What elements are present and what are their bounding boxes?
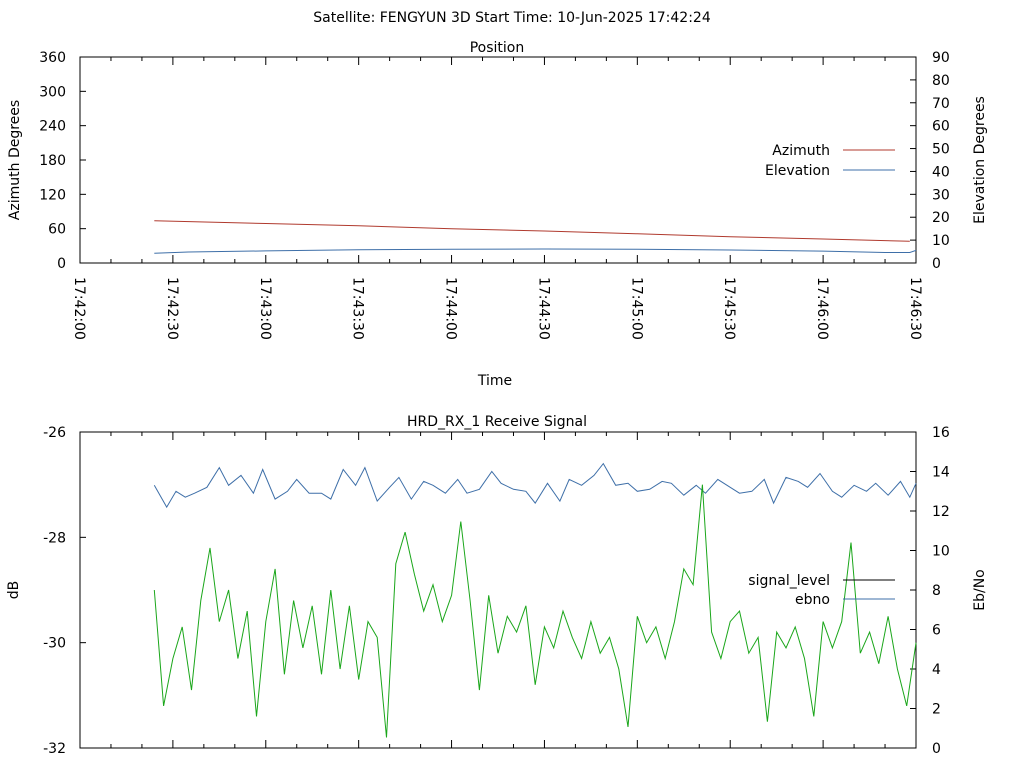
- time-tick-label: 17:43:00: [257, 277, 273, 340]
- time-tick-label: 17:42:30: [164, 277, 180, 340]
- time-tick-label: 17:43:30: [350, 277, 366, 340]
- azimuth-tick-label: 300: [39, 84, 66, 100]
- azimuth-tick-label: 120: [39, 187, 66, 203]
- elevation-tick-label: 10: [932, 233, 950, 249]
- elevation-tick-label: 30: [932, 187, 950, 203]
- legend-label: signal_level: [748, 573, 830, 589]
- elevation-tick-label: 60: [932, 119, 950, 135]
- azimuth-tick-label: 0: [57, 256, 66, 272]
- time-tick-label: 17:46:30: [907, 277, 923, 340]
- position-left-ticks: 0 60 120 180 240 300 360: [39, 50, 86, 272]
- ebno-tick-label: 10: [932, 544, 950, 560]
- azimuth-axis-label: Azimuth Degrees: [7, 100, 23, 220]
- elevation-tick-label: 90: [932, 50, 950, 66]
- green-signal-line: [153, 484, 917, 738]
- ebno-tick-label: 6: [932, 623, 941, 639]
- elevation-axis-label: Elevation Degrees: [972, 96, 988, 224]
- report-title: Satellite: FENGYUN 3D Start Time: 10-Jun…: [313, 10, 711, 26]
- db-axis-label: dB: [6, 581, 22, 600]
- time-tick-label: 17:45:00: [628, 277, 644, 340]
- position-series: [154, 220, 917, 254]
- time-tick-label: 17:44:00: [443, 277, 459, 340]
- db-tick-label: -32: [43, 741, 66, 757]
- time-axis-label: Time: [477, 373, 512, 389]
- legend-label: Azimuth: [772, 143, 830, 159]
- ebno-tick-label: 16: [932, 425, 950, 441]
- position-right-ticks: 0 10 20 30 40 50 60 70 80 90: [910, 50, 950, 272]
- db-tick-label: -28: [43, 530, 66, 546]
- azimuth-tick-label: 360: [39, 50, 66, 66]
- position-legend: Azimuth Elevation: [765, 143, 895, 179]
- elevation-tick-label: 40: [932, 164, 950, 180]
- signal-title: HRD_RX_1 Receive Signal: [407, 414, 587, 430]
- ebno-tick-label: 8: [932, 583, 941, 599]
- ebno-tick-label: 14: [932, 465, 950, 481]
- signal-time-ticks: [79, 432, 917, 748]
- position-plot-frame: [79, 56, 917, 264]
- time-tick-label: 17:46:00: [814, 277, 830, 340]
- ebno-tick-label: 0: [932, 741, 941, 757]
- legend-label: Elevation: [765, 163, 830, 179]
- azimuth-tick-label: 180: [39, 153, 66, 169]
- azimuth-tick-label: 240: [39, 119, 66, 135]
- elevation-tick-label: 20: [932, 210, 950, 226]
- db-tick-label: -30: [43, 636, 66, 652]
- ebno-axis-label: Eb/No: [972, 569, 988, 611]
- elevation-tick-label: 70: [932, 96, 950, 112]
- elevation-tick-label: 80: [932, 73, 950, 89]
- signal-series: [153, 462, 917, 738]
- azimuth-tick-label: 60: [48, 222, 66, 238]
- ebno-tick-label: 12: [932, 504, 950, 520]
- time-tick-label: 17:44:30: [535, 277, 551, 340]
- legend-label: ebno: [795, 592, 830, 608]
- ebno-tick-label: 2: [932, 702, 941, 718]
- position-time-ticks: 17:42:00 17:42:30 17:43:00 17:43:30 17:44:00…: [71, 57, 923, 340]
- ebno-tick-label: 4: [932, 662, 941, 678]
- signal-right-ticks: 0 2 4 6 8 10 12 14 16: [910, 425, 950, 757]
- ebno-line: [153, 462, 917, 509]
- time-tick-label: 17:45:30: [721, 277, 737, 340]
- elevation-tick-label: 50: [932, 142, 950, 158]
- db-tick-label: -26: [43, 425, 66, 441]
- azimuth-line: [154, 220, 910, 242]
- elevation-line: [154, 248, 917, 254]
- elevation-tick-label: 0: [932, 256, 941, 272]
- position-panel: Position 0 60 120 180 240 300 360 0 10 20 30 40 50 6…: [7, 40, 988, 389]
- time-tick-label: 17:42:00: [71, 277, 87, 340]
- signal-left-ticks: -26 -28 -30 -32: [43, 425, 86, 757]
- position-title: Position: [470, 40, 525, 56]
- signal-panel: HRD_RX_1 Receive Signal -26 -28 -30 -32 0 2 4…: [6, 414, 988, 757]
